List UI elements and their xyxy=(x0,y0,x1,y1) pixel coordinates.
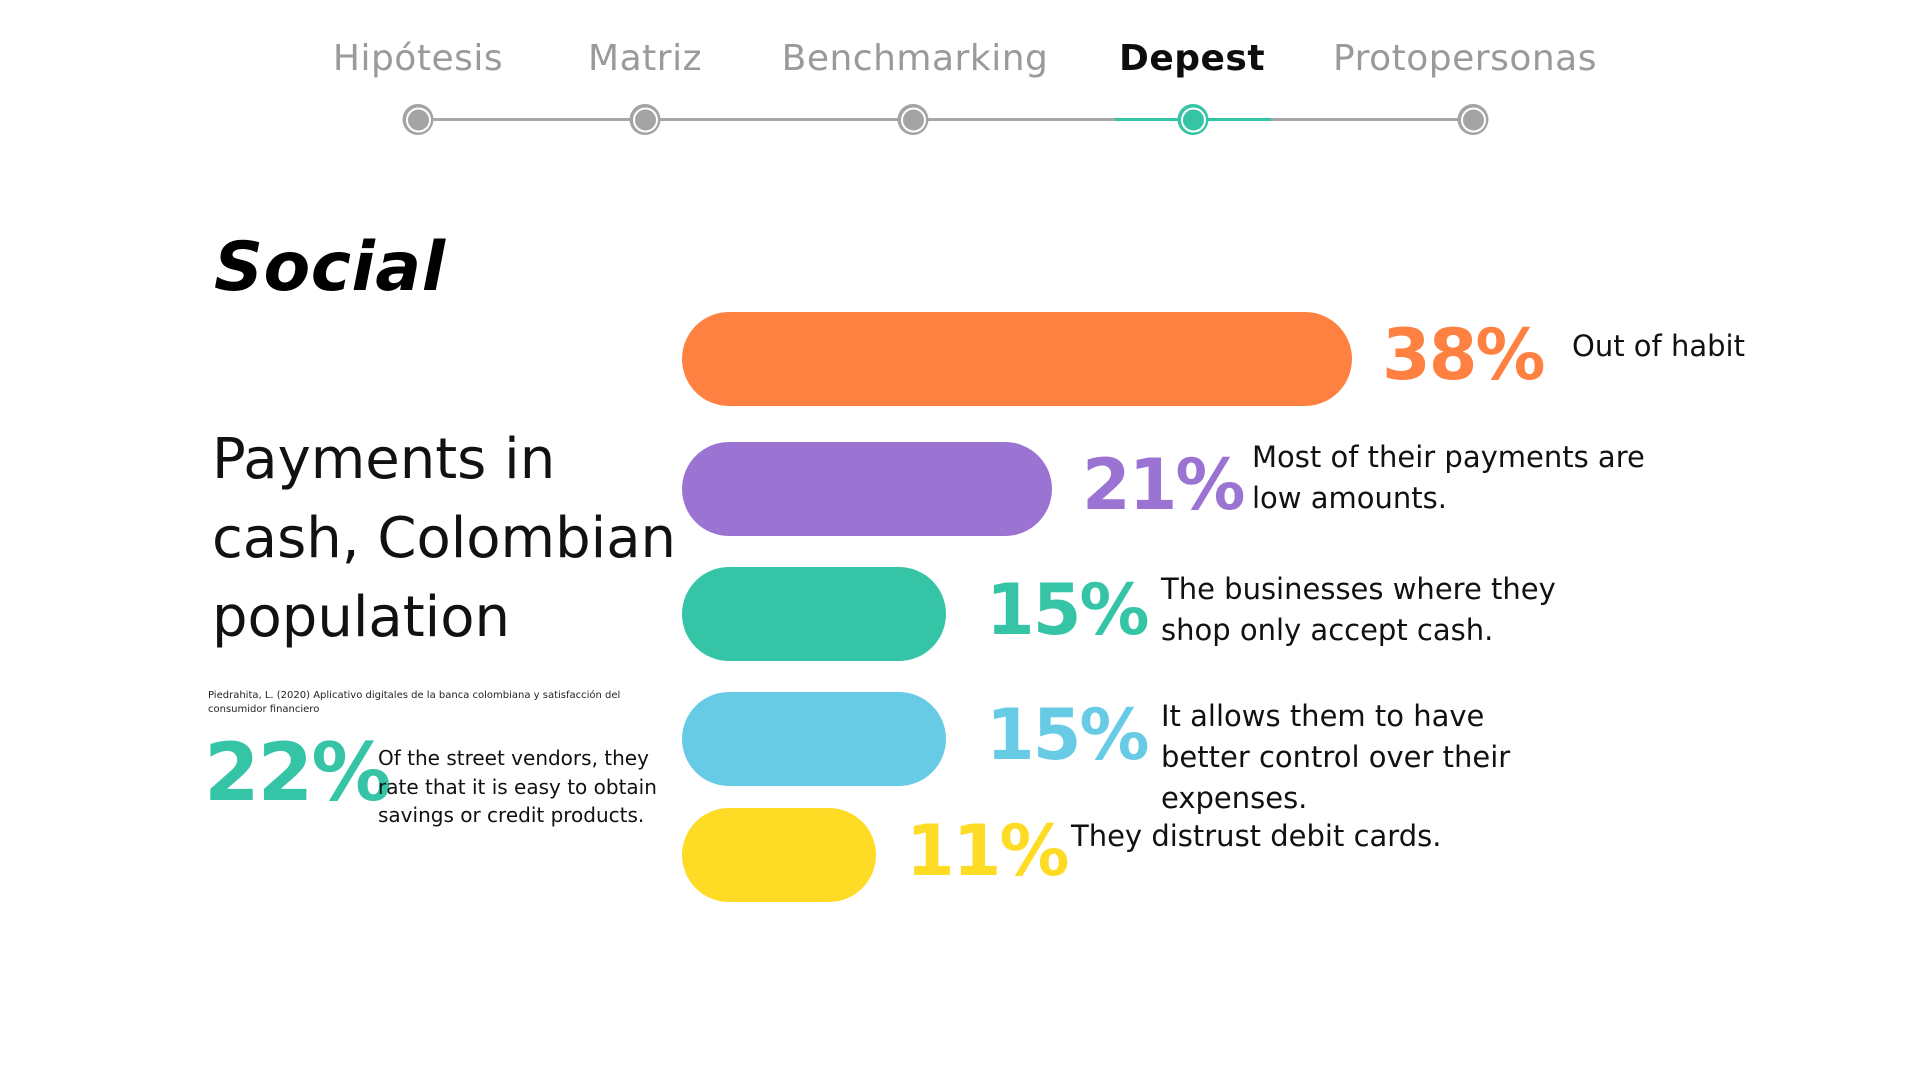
bar-category-label-5: They distrust debit cards. xyxy=(1071,819,1442,853)
main-heading: Payments in cash, Colombian population xyxy=(212,427,677,650)
bar-category-label-3: The businesses where they shop only acce… xyxy=(1161,572,1556,647)
bar-value-label-5: 11% xyxy=(906,810,1070,892)
highlight-stat-description: Of the street vendors, they rate that it… xyxy=(378,746,657,827)
bar-5 xyxy=(682,808,876,902)
bar-category-label-2: Most of their payments are low amounts. xyxy=(1252,440,1645,515)
bar-value-label-3: 15% xyxy=(986,569,1150,651)
step-label-benchmarking[interactable]: Benchmarking xyxy=(781,38,1049,79)
step-dot-depest[interactable] xyxy=(1177,104,1209,135)
bar-1 xyxy=(682,312,1352,406)
bar-2 xyxy=(682,442,1052,536)
timeline-track xyxy=(418,118,1473,121)
step-dot-hipótesis[interactable] xyxy=(402,104,434,135)
progress-steps: Hipótesis Matriz Benchmarking Depest Protope… xyxy=(0,0,1920,150)
step-dot-matriz[interactable] xyxy=(629,104,661,135)
step-label-matriz[interactable]: Matriz xyxy=(588,38,702,79)
bar-category-label-4: It allows them to have better control ov… xyxy=(1161,699,1511,815)
step-label-depest[interactable]: Depest xyxy=(1118,38,1266,79)
bar-3 xyxy=(682,567,946,661)
bar-value-label-4: 15% xyxy=(986,694,1150,776)
bar-value-label-2: 21% xyxy=(1082,444,1246,526)
step-dot-protopersonas[interactable] xyxy=(1457,104,1489,135)
source-citation: Piedrahita, L. (2020) Aplicativo digital… xyxy=(208,690,621,715)
step-label-hipótesis[interactable]: Hipótesis xyxy=(332,38,504,79)
bar-value-label-1: 38% xyxy=(1382,314,1546,396)
step-label-protopersonas[interactable]: Protopersonas xyxy=(1333,38,1597,79)
highlight-stat-value: 22% xyxy=(204,726,391,819)
bar-4 xyxy=(682,692,946,786)
bar-category-label-1: Out of habit xyxy=(1572,329,1745,363)
step-dot-benchmarking[interactable] xyxy=(897,104,929,135)
section-title: Social xyxy=(214,228,446,307)
